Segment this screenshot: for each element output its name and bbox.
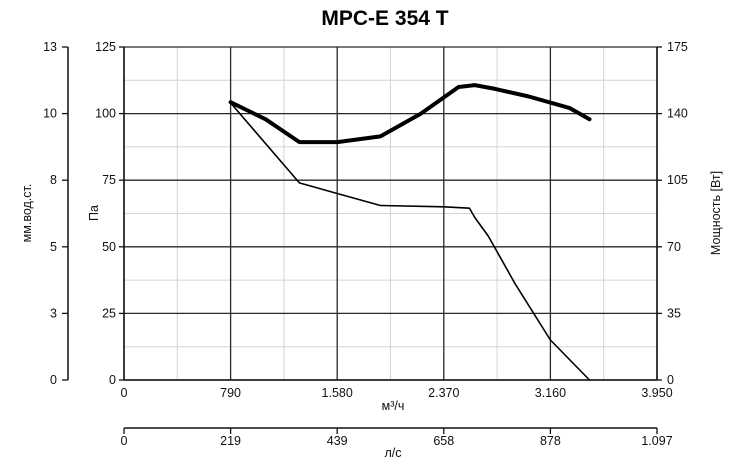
x2-axis-label: л/с [384,446,401,460]
x-tick-label: 3.160 [535,386,566,400]
tick-labels: 0025350575810010125130357010514017500790… [43,40,688,448]
y-tick-label: 100 [95,107,116,121]
x2-tick-label: 219 [220,434,241,448]
y-tick-label: 25 [102,306,116,320]
chart-title: MPC-E 354 T [321,7,448,30]
x-tick-label: 790 [220,386,241,400]
x-tick-label: 2.370 [428,386,459,400]
y-outer-tick-label: 10 [43,107,57,121]
axes [62,46,662,434]
y2-tick-label: 140 [667,107,688,121]
y-tick-label: 50 [102,240,116,254]
y-tick-label: 0 [109,373,116,387]
x-tick-label: 0 [121,386,128,400]
y2-tick-label: 35 [667,306,681,320]
power-curve-line [228,83,592,145]
y2-tick-label: 0 [667,373,674,387]
y2-tick-label: 175 [667,40,688,54]
x-axis-label: м³/ч [382,399,405,413]
x2-tick-label: 1.097 [641,434,672,448]
x2-tick-label: 658 [433,434,454,448]
x2-tick-label: 878 [540,434,561,448]
y-outer-axis-label: мм.вод.ст. [20,184,34,243]
series-group [228,83,592,381]
y-outer-tick-label: 13 [43,40,57,54]
y2-tick-label: 105 [667,173,688,187]
y-outer-tick-label: 0 [50,373,57,387]
x-tick-label: 1.580 [322,386,353,400]
y-outer-tick-label: 3 [50,306,57,320]
x-tick-label: 3.950 [641,386,672,400]
y-outer-tick-label: 5 [50,240,57,254]
y-axis-label: Па [87,205,101,221]
pressure-curve-line [229,102,591,381]
x2-tick-label: 439 [327,434,348,448]
y2-tick-label: 70 [667,240,681,254]
y-outer-tick-label: 8 [50,173,57,187]
grid [123,46,658,381]
x2-tick-label: 0 [121,434,128,448]
y2-axis-label: Мощность [Вт] [709,171,723,255]
y-tick-label: 125 [95,40,116,54]
y-tick-label: 75 [102,173,116,187]
